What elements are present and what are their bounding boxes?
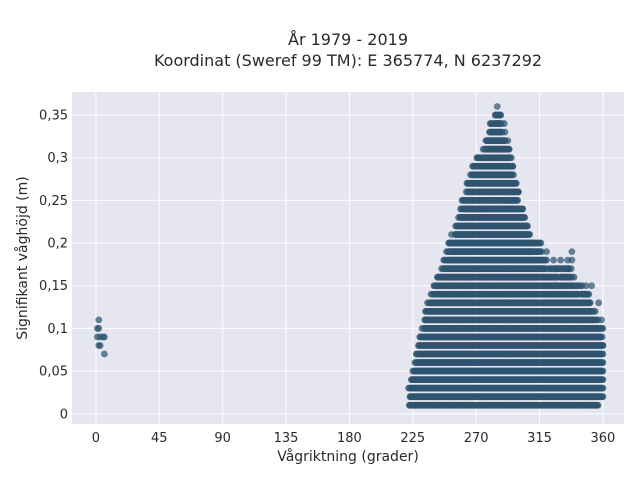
data-point [500,120,508,127]
data-point [501,128,509,136]
data-point [493,103,501,110]
data-point [504,137,512,145]
data-point [567,265,575,273]
data-point [507,154,515,162]
data-point [521,214,529,221]
data-point [526,231,534,238]
data-point [497,111,505,119]
data-point [514,196,522,204]
data-point [543,256,550,264]
data-point [570,273,578,281]
data-point [524,222,531,230]
data-point [510,171,517,179]
data-point [538,248,546,256]
points-layer [93,103,607,409]
data-point [505,145,513,153]
